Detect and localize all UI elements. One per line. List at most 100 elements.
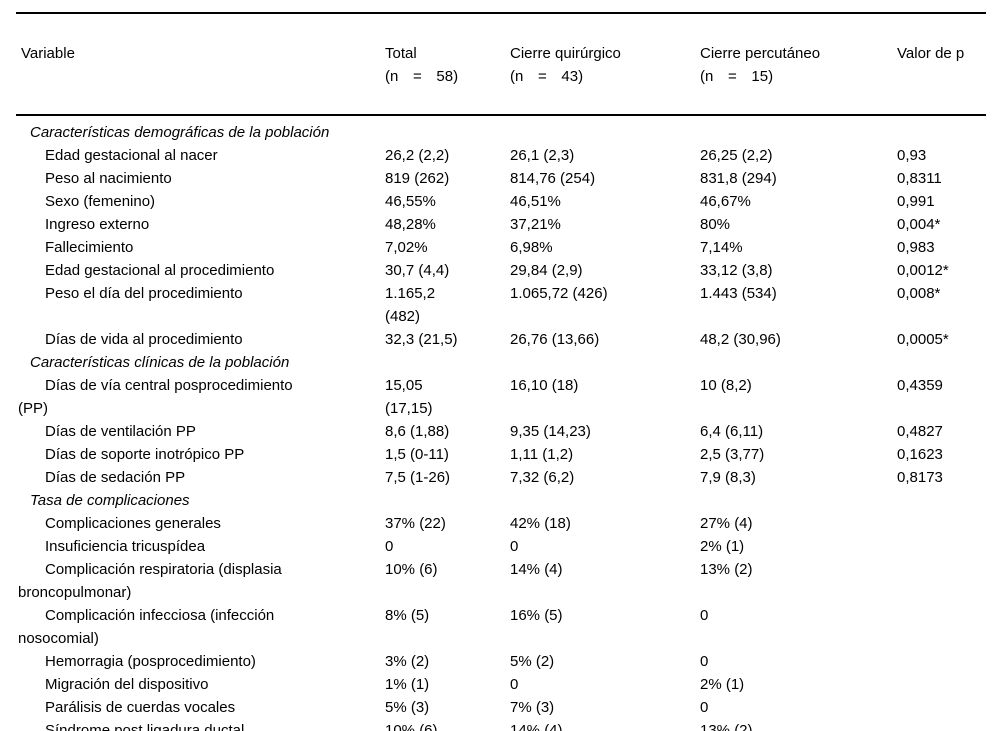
row-percutaneous-value: 80% (700, 216, 731, 233)
table-section-row: Características demográficas de la pobla… (16, 121, 986, 144)
table-row: Síndrome post ligadura ductal 10% (6) 14… (16, 719, 986, 731)
table-row: Edad gestacional al nacer 26,2 (2,2) 26,… (16, 144, 986, 167)
row-pvalue: 0,8311 (897, 170, 942, 187)
row-surgical-value: 9,35 (14,23) (510, 423, 591, 440)
row-surgical-value: 37,21% (510, 216, 561, 233)
table-row: Días de vía central posprocedimiento (PP… (16, 374, 986, 420)
row-surgical-value: 26,1 (2,3) (510, 147, 575, 164)
table-row: Peso al nacimiento 819 (262) 814,76 (254… (16, 167, 986, 190)
row-pvalue: 0,93 (897, 147, 927, 164)
table-row: Peso el día del procedimiento 1.165,2 (4… (16, 282, 986, 328)
row-pvalue: 0,991 (897, 193, 935, 210)
row-pvalue: 0,4359 (897, 377, 943, 394)
row-variable-label: Ingreso externo (45, 216, 150, 233)
row-surgical-value: 42% (18) (510, 515, 571, 532)
table-row: Días de sedación PP 7,5 (1-26) 7,32 (6,2… (16, 466, 986, 489)
row-variable-label: Fallecimiento (45, 239, 134, 256)
row-percutaneous-value: 13% (2) (700, 722, 753, 731)
row-variable-label: Complicación respiratoria (displasia bro… (18, 561, 282, 601)
column-header-variable-label: Variable (21, 45, 75, 62)
column-header-percutaneous-title: Cierre percutáneo (700, 45, 821, 62)
row-variable-label: Insuficiencia tricuspídea (45, 538, 206, 555)
row-surgical-value: 29,84 (2,9) (510, 262, 583, 279)
row-total-value: 819 (262) (385, 170, 450, 187)
row-percutaneous-value: 27% (4) (700, 515, 753, 532)
row-percutaneous-value: 7,14% (700, 239, 743, 256)
row-total-value: 8% (5) (385, 607, 430, 624)
row-percutaneous-value: 2% (1) (700, 676, 745, 693)
row-variable-label: Complicación infecciosa (infección nosoc… (18, 607, 275, 647)
row-percutaneous-value: 0 (700, 607, 709, 624)
row-total-value: 3% (2) (385, 653, 430, 670)
row-variable-label: Síndrome post ligadura ductal (45, 722, 245, 731)
row-total-value: 1.165,2 (482) (385, 285, 436, 325)
row-pvalue: 0,0005* (897, 331, 949, 348)
row-surgical-value: 5% (2) (510, 653, 555, 670)
table-row: Días de ventilación PP 8,6 (1,88) 9,35 (… (16, 420, 986, 443)
row-percutaneous-value: 48,2 (30,96) (700, 331, 781, 348)
row-percutaneous-value: 7,9 (8,3) (700, 469, 756, 486)
row-variable-label: Parálisis de cuerdas vocales (45, 699, 236, 716)
row-variable-label: Características demográficas de la pobla… (30, 124, 330, 141)
row-total-value: 48,28% (385, 216, 436, 233)
table-row: Sexo (femenino) 46,55% 46,51% 46,67% 0,9… (16, 190, 986, 213)
table-body: Características demográficas de la pobla… (16, 116, 986, 731)
column-header-surgical-title: Cierre quirúrgico (510, 45, 621, 62)
table-row: Complicaciones generales 37% (22) 42% (1… (16, 512, 986, 535)
row-percutaneous-value: 46,67% (700, 193, 751, 210)
row-percutaneous-value: 2% (1) (700, 538, 745, 555)
row-variable-label: Tasa de complicaciones (30, 492, 190, 509)
row-variable-label: Sexo (femenino) (45, 193, 156, 210)
row-total-value: 7,02% (385, 239, 428, 256)
row-variable-label: Días de soporte inotrópico PP (45, 446, 245, 463)
row-total-value: 10% (6) (385, 561, 438, 578)
row-surgical-value: 7% (3) (510, 699, 555, 716)
row-percutaneous-value: 13% (2) (700, 561, 753, 578)
column-header-total-n: (n = 58) (385, 68, 459, 85)
row-surgical-value: 1,11 (1,2) (510, 446, 574, 463)
row-variable-label: Edad gestacional al nacer (45, 147, 218, 164)
row-total-value: 7,5 (1-26) (385, 469, 451, 486)
column-header-total: Total (n = 58) (385, 19, 510, 111)
row-total-value: 8,6 (1,88) (385, 423, 450, 440)
column-header-percutaneous-n: (n = 15) (700, 68, 774, 85)
table-row: Insuficiencia tricuspídea 0 0 2% (1) (16, 535, 986, 558)
table-row: Días de soporte inotrópico PP 1,5 (0-11)… (16, 443, 986, 466)
row-total-value: 5% (3) (385, 699, 430, 716)
table-row: Edad gestacional al procedimiento 30,7 (… (16, 259, 986, 282)
row-surgical-value: 16% (5) (510, 607, 563, 624)
row-total-value: 32,3 (21,5) (385, 331, 458, 348)
row-variable-label: Días de vida al procedimiento (45, 331, 243, 348)
table-section-row: Características clínicas de la población (16, 351, 986, 374)
top-rule (16, 12, 986, 14)
row-variable-label: Peso al nacimiento (45, 170, 172, 187)
header-divider-rule (16, 114, 986, 116)
row-surgical-value: 0 (510, 676, 519, 693)
column-header-surgical-n: (n = 43) (510, 68, 584, 85)
row-total-value: 30,7 (4,4) (385, 262, 450, 279)
row-total-value: 10% (6) (385, 722, 438, 731)
table-row: Complicación infecciosa (infección nosoc… (16, 604, 986, 650)
row-variable-label: Días de sedación PP (45, 469, 186, 486)
row-surgical-value: 26,76 (13,66) (510, 331, 600, 348)
row-pvalue: 0,8173 (897, 469, 943, 486)
row-total-value: 1% (1) (385, 676, 430, 693)
row-variable-label: Días de ventilación PP (45, 423, 196, 440)
table-section-row: Tasa de complicaciones (16, 489, 986, 512)
column-header-percutaneous: Cierre percutáneo (n = 15) (700, 19, 897, 111)
table-row: Fallecimiento 7,02% 6,98% 7,14% 0,983 (16, 236, 986, 259)
row-pvalue: 0,1623 (897, 446, 943, 463)
column-header-pvalue: Valor de p (897, 19, 986, 65)
row-surgical-value: 46,51% (510, 193, 561, 210)
row-percutaneous-value: 33,12 (3,8) (700, 262, 773, 279)
row-pvalue: 0,004* (897, 216, 941, 233)
table-row: Hemorragia (posprocedimiento) 3% (2) 5% … (16, 650, 986, 673)
row-surgical-value: 14% (4) (510, 722, 563, 731)
row-surgical-value: 16,10 (18) (510, 377, 579, 394)
row-variable-label: Complicaciones generales (45, 515, 221, 532)
column-header-surgical: Cierre quirúrgico (n = 43) (510, 19, 700, 111)
row-variable-label: Migración del dispositivo (45, 676, 209, 693)
row-percutaneous-value: 6,4 (6,11) (700, 423, 764, 440)
row-surgical-value: 1.065,72 (426) (510, 285, 608, 302)
